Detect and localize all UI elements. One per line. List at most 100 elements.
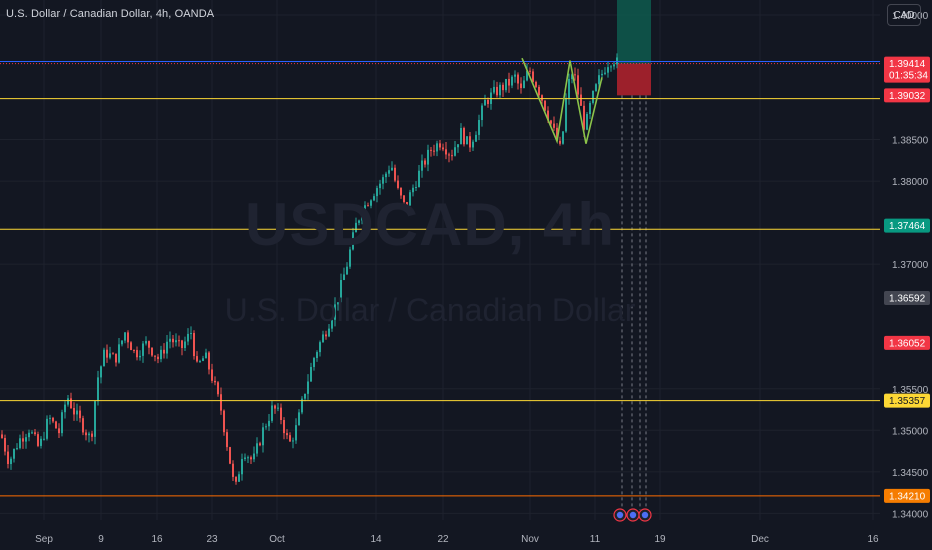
candle-body	[496, 86, 498, 96]
candle-body	[298, 412, 300, 426]
time-tick-label: Dec	[751, 534, 769, 545]
candle-body	[52, 417, 54, 422]
candle-body	[241, 459, 243, 475]
price-tick-label: 1.37000	[892, 260, 929, 271]
candle-body	[205, 352, 207, 359]
time-tick-label: 14	[370, 534, 382, 545]
candle-body	[493, 86, 495, 93]
stop-zone	[617, 63, 651, 96]
candle-body	[250, 457, 252, 460]
candle-body	[40, 438, 42, 446]
price-label: 1.35357	[889, 396, 926, 407]
candle-body	[547, 110, 549, 121]
candle-body	[130, 342, 132, 351]
candle-body	[136, 350, 138, 358]
candle-body	[208, 352, 210, 370]
candle-body	[421, 160, 423, 171]
candle-body	[181, 340, 183, 349]
candle-body	[466, 136, 468, 145]
candle-body	[520, 83, 522, 89]
candle-body	[349, 249, 351, 267]
candle-body	[307, 381, 309, 394]
candle-body	[91, 433, 93, 437]
candle-body	[238, 474, 240, 482]
candle-body	[184, 341, 186, 349]
candle-body	[232, 463, 234, 477]
candle-body	[598, 75, 600, 85]
candle-body	[274, 405, 276, 409]
candle-body	[517, 74, 519, 84]
candle-body	[88, 433, 90, 436]
time-tick-label: 16	[151, 534, 163, 545]
candles	[1, 53, 618, 485]
candle-body	[196, 356, 198, 362]
candle-body	[169, 338, 171, 342]
candle-body	[553, 123, 555, 128]
candle-body	[262, 427, 264, 446]
event-flag-icon	[641, 511, 649, 519]
candle-body	[229, 447, 231, 464]
currency-button[interactable]: CAD	[887, 4, 921, 26]
candle-body	[28, 432, 30, 438]
candle-body	[601, 73, 603, 76]
candle-body	[487, 99, 489, 104]
candle-body	[235, 476, 237, 482]
price-label: 1.39414	[889, 59, 926, 70]
candle-body	[304, 393, 306, 399]
candle-body	[586, 114, 588, 130]
price-tick-label: 1.35000	[892, 426, 929, 437]
watermark-symbol: USDCAD, 4h	[244, 191, 616, 258]
candle-body	[448, 154, 450, 156]
candle-body	[214, 380, 216, 383]
candle-body	[223, 410, 225, 433]
candle-body	[127, 332, 129, 343]
time-axis: Sep 9 16 23 Oct 14 22 Nov 11 19 Dec 16	[35, 534, 879, 545]
candle-body	[385, 173, 387, 178]
candle-body	[121, 340, 123, 345]
candle-body	[85, 432, 87, 436]
candle-body	[172, 338, 174, 343]
candle-body	[502, 84, 504, 91]
candle-body	[424, 160, 426, 165]
candle-body	[442, 147, 444, 150]
candle-body	[244, 457, 246, 460]
price-label-bg	[884, 335, 930, 350]
candle-body	[337, 302, 339, 305]
candle-body	[322, 334, 324, 343]
candle-body	[61, 412, 63, 434]
candle-body	[343, 274, 345, 281]
candle-body	[616, 57, 618, 65]
candle-body	[109, 353, 111, 358]
candle-body	[391, 167, 393, 171]
candle-body	[73, 408, 75, 415]
countdown-label: 01:35:34	[889, 71, 928, 82]
candle-body	[319, 342, 321, 353]
pattern-line	[521, 57, 603, 145]
candle-body	[430, 149, 432, 151]
candle-body	[355, 222, 357, 233]
candle-body	[70, 398, 72, 409]
candle-body	[166, 341, 168, 354]
candle-body	[163, 349, 165, 354]
candle-body	[532, 71, 534, 82]
candle-body	[268, 420, 270, 427]
candle-body	[589, 102, 591, 115]
candle-body	[220, 394, 222, 411]
candle-body	[334, 304, 336, 320]
candle-body	[4, 437, 6, 452]
candle-body	[103, 349, 105, 367]
candle-body	[436, 143, 438, 152]
candle-body	[316, 352, 318, 359]
candle-body	[106, 349, 108, 358]
candle-body	[388, 170, 390, 174]
candle-body	[406, 201, 408, 206]
candle-body	[595, 84, 597, 91]
candle-body	[367, 205, 369, 207]
time-tick-label: Oct	[269, 534, 285, 545]
candle-body	[22, 438, 24, 442]
candle-body	[418, 170, 420, 187]
candle-body	[211, 369, 213, 381]
candle-body	[568, 78, 570, 99]
candle-body	[433, 150, 435, 152]
